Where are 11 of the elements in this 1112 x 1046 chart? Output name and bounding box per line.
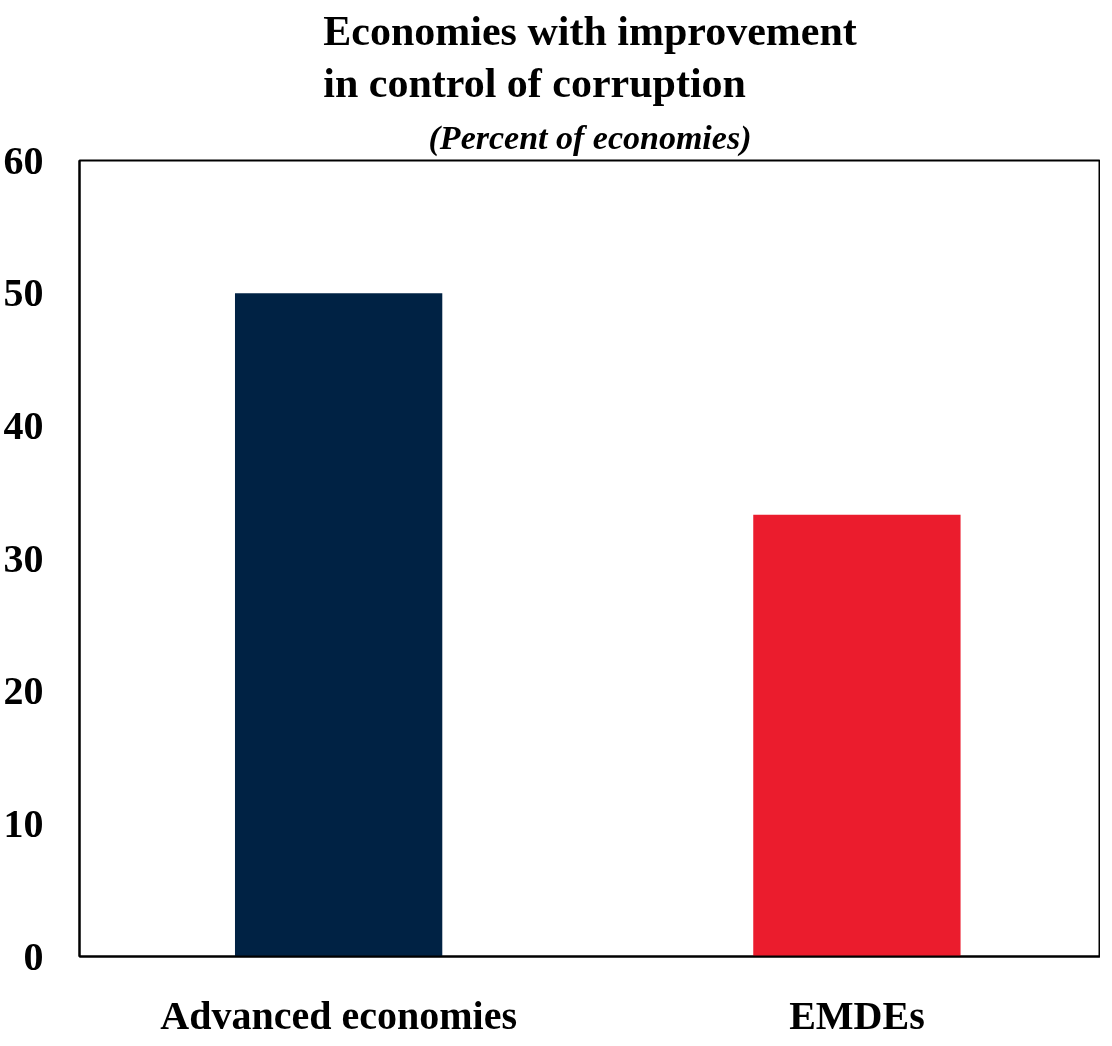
y-tick-label: 20 <box>3 668 44 714</box>
y-tick-label: 40 <box>3 402 44 448</box>
y-tick-label: 10 <box>3 800 44 846</box>
chart-subtitle: (Percent of economies) <box>428 118 752 157</box>
x-tick-label: Advanced economies <box>160 992 517 1038</box>
y-tick-label: 30 <box>3 535 44 581</box>
x-tick-label: EMDEs <box>789 992 925 1038</box>
y-tick-label: 0 <box>23 933 44 979</box>
y-tick-label: 50 <box>3 270 44 316</box>
chart-title: Economies with improvement in control of corruption <box>323 7 857 107</box>
y-tick-label: 60 <box>3 137 44 183</box>
